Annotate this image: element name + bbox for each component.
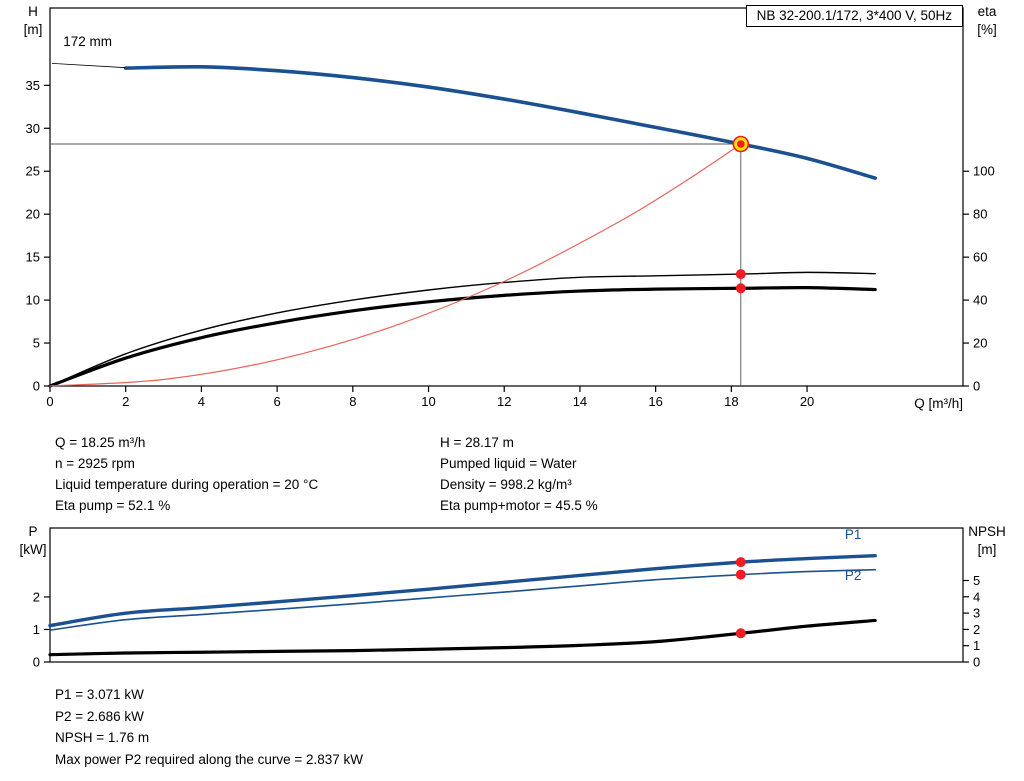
right-axis-tick-label: 3 [973, 606, 980, 621]
right-axis-tick-label: 0 [973, 655, 980, 670]
info-p1: P1 = 3.071 kW [55, 687, 144, 702]
left-axis-tick-label: 15 [26, 250, 40, 265]
eta-pump-motor-duty-dot [735, 283, 746, 294]
right-axis-tick-label: 60 [973, 250, 987, 265]
p2-curve [49, 568, 876, 631]
p2-duty-dot [735, 569, 746, 580]
left-axis-tick-label: 25 [26, 164, 40, 179]
left-axis-tick-label: 2 [33, 589, 40, 604]
left-axis-tick-label: 5 [33, 336, 40, 351]
plot-frame [49, 7, 964, 387]
pump-performance-chart: 0 5 10 15 20 25 30 35 0 20 40 60 80 100 0 2 4 6 8 10 12 14 16 1… [24, 4, 997, 411]
left-axis-tick-label: 1 [33, 622, 40, 637]
x-axis-tick-label: 16 [648, 394, 662, 409]
p2-curve-label: P2 [845, 568, 862, 583]
left-axis-tick-label: 10 [26, 293, 40, 308]
info-eta-pump: Eta pump = 52.1 % [55, 498, 171, 513]
left-axis-tick-label: 0 [33, 379, 40, 394]
right-axis-title-unit: [%] [977, 22, 997, 37]
impeller-diameter-label: 172 mm [63, 34, 112, 49]
system-curve [49, 143, 742, 387]
x-axis-tick-label: 10 [421, 394, 435, 409]
right-axis-title-unit: [m] [978, 542, 997, 557]
left-axis-tick-label: 30 [26, 121, 40, 136]
annotation-leader-line [51, 63, 126, 69]
info-eta-pump-motor: Eta pump+motor = 45.5 % [440, 498, 598, 513]
right-axis-tick-label: 20 [973, 336, 987, 351]
left-axis-title: P [28, 524, 37, 539]
p1-curve [48, 553, 877, 628]
info-max-power: Max power P2 required along the curve = … [55, 751, 364, 767]
x-axis-tick-label: 6 [273, 394, 280, 409]
left-axis-tick-label: 0 [33, 655, 40, 670]
p1-duty-dot [735, 557, 746, 568]
info-density: Density = 998.2 kg/m³ [440, 477, 572, 492]
left-axis-title-unit: [m] [24, 22, 43, 37]
right-axis-tick-label: 40 [973, 293, 987, 308]
right-axis-tick-label: 0 [973, 379, 980, 394]
info-liquid-temperature: Liquid temperature during operation = 20… [55, 477, 319, 492]
right-axis-title: eta [978, 4, 997, 19]
info-flow: Q = 18.25 m³/h [55, 435, 146, 450]
left-axis-title-unit: [kW] [20, 542, 47, 557]
power-info-block: P1 = 3.071 kW P2 = 2.686 kW NPSH = 1.76 … [55, 684, 363, 770]
info-pumped-liquid: Pumped liquid = Water [440, 456, 577, 471]
pump-title-box: NB 32-200.1/172, 3*400 V, 50Hz [745, 5, 963, 27]
eta-pump-duty-dot [735, 269, 746, 280]
x-axis-tick-label: 8 [349, 394, 356, 409]
info-p2: P2 = 2.686 kW [55, 708, 144, 724]
duty-info-left-column: Q = 18.25 m³/h n = 2925 rpm Liquid tempe… [55, 432, 318, 516]
right-axis-tick-label: 80 [973, 207, 987, 222]
x-axis-tick-label: 14 [573, 394, 587, 409]
right-axis-title: NPSH [968, 524, 1006, 539]
info-speed: n = 2925 rpm [55, 456, 135, 471]
right-axis-tick-label: 100 [973, 164, 995, 179]
npsh-duty-dot [735, 628, 746, 639]
pump-title-text: NB 32-200.1/172, 3*400 V, 50Hz [756, 8, 952, 23]
left-axis-tick-label: 20 [26, 207, 40, 222]
left-axis-tick-label: 35 [26, 78, 40, 93]
p1-curve-label: P1 [845, 527, 862, 542]
x-axis-tick-label: 0 [46, 394, 53, 409]
right-axis-tick-label: 5 [973, 573, 980, 588]
head-curve [123, 64, 877, 180]
x-axis-tick-label: 20 [800, 394, 814, 409]
info-head: H = 28.17 m [440, 435, 514, 450]
x-axis-title: Q [m³/h] [914, 396, 963, 411]
plot-frame [49, 527, 964, 663]
info-npsh: NPSH = 1.76 m [55, 730, 150, 745]
duty-point-marker-center [737, 140, 745, 148]
x-axis-tick-label: 2 [122, 394, 129, 409]
eta-pump-motor-curve [48, 285, 877, 388]
npsh-curve [48, 618, 877, 657]
left-axis-title: H [28, 4, 38, 19]
right-axis-tick-label: 1 [973, 638, 980, 653]
right-axis-tick-label: 2 [973, 622, 980, 637]
right-axis-tick-label: 4 [973, 589, 980, 604]
x-axis-tick-label: 18 [724, 394, 738, 409]
x-axis-tick-label: 4 [198, 394, 205, 409]
x-axis-tick-label: 12 [497, 394, 511, 409]
duty-info-right-column: H = 28.17 m Pumped liquid = Water Densit… [440, 432, 598, 516]
